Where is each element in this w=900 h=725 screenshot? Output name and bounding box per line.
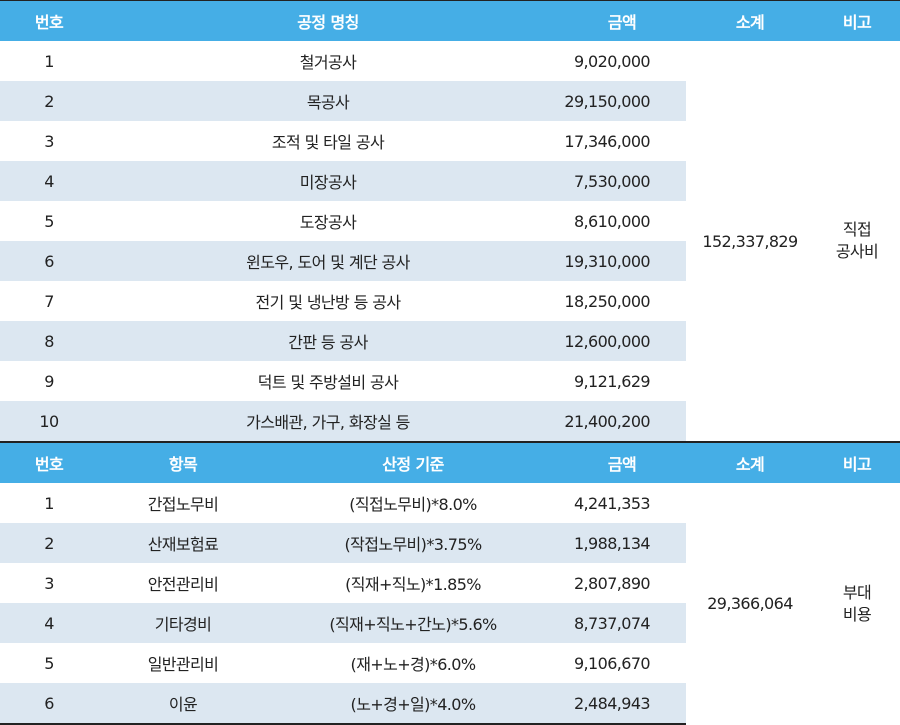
- cell-item: 안전관리비: [147, 575, 219, 594]
- subtotal-indirect: 29,366,064: [686, 483, 814, 724]
- cell-amount: 19,310,000: [558, 241, 686, 281]
- cell-basis: (직접노무비)*8.0%: [349, 495, 477, 514]
- cell-no: 3: [44, 573, 54, 593]
- header-basis: 산정 기준: [268, 442, 558, 483]
- cell-item: 산재보험료: [98, 523, 268, 563]
- note-line-1: 직접: [842, 220, 872, 239]
- table-row: 5 도장공사 8,610,000: [0, 201, 900, 241]
- cell-amount: 8,737,074: [558, 603, 686, 643]
- table-row: 9 덕트 및 주방설비 공사 9,121,629: [0, 361, 900, 401]
- cell-no: 4: [0, 161, 98, 201]
- cell-item: 기타경비: [98, 603, 268, 643]
- table-row: 3 안전관리비 (직재+직노)*1.85% 2,807,890: [0, 563, 900, 603]
- header-subtotal: 소계: [686, 442, 814, 483]
- cell-amount: 2,484,943: [558, 683, 686, 725]
- cell-item: 이윤: [98, 683, 268, 725]
- cell-amount: 29,150,000: [558, 81, 686, 121]
- cell-name: 철거공사: [299, 53, 357, 72]
- cell-name: 덕트 및 주방설비 공사: [257, 373, 399, 392]
- direct-cost-table: 번호 공정 명칭 금액 소계 비고 1 철거공사 9,020,000 152,3…: [0, 0, 900, 441]
- cell-name: 가스배관, 가구, 화장실 등: [98, 401, 558, 441]
- cell-name: 목공사: [98, 81, 558, 121]
- table-row: 3 조적 및 타일 공사 17,346,000: [0, 121, 900, 161]
- table-row: 10 가스배관, 가구, 화장실 등 21,400,200: [0, 401, 900, 441]
- cell-item: 일반관리비: [147, 655, 219, 674]
- cell-amount: 21,400,200: [558, 401, 686, 441]
- cell-no: 2: [0, 523, 98, 563]
- table-row: 5 일반관리비 (재+노+경)*6.0% 9,106,670: [0, 643, 900, 683]
- table-row: 7 전기 및 냉난방 등 공사 18,250,000: [0, 281, 900, 321]
- table-row: 1 간접노무비 (직접노무비)*8.0% 4,241,353 29,366,06…: [0, 483, 900, 724]
- cell-basis: (노+경+일)*4.0%: [268, 683, 558, 725]
- note-line-2: 비용: [842, 604, 872, 624]
- cell-no: 7: [44, 291, 54, 311]
- cell-amount: 7,530,000: [558, 161, 686, 201]
- cell-name: 미장공사: [98, 161, 558, 201]
- cell-no: 1: [44, 493, 54, 513]
- cell-no: 1: [44, 51, 54, 71]
- header-note: 비고: [814, 0, 900, 41]
- cell-amount: 9,121,629: [573, 371, 651, 391]
- cell-name: 윈도우, 도어 및 계단 공사: [98, 241, 558, 281]
- table-row: 2 산재보험료 (작접노무비)*3.75% 1,988,134: [0, 523, 900, 563]
- table-row: 8 간판 등 공사 12,600,000: [0, 321, 900, 361]
- header-subtotal: 소계: [686, 0, 814, 41]
- cell-amount: 8,610,000: [573, 211, 651, 231]
- cell-name: 전기 및 냉난방 등 공사: [255, 293, 401, 312]
- header-no: 번호: [0, 0, 98, 41]
- header-note: 비고: [814, 442, 900, 483]
- table-row: 6 윈도우, 도어 및 계단 공사 19,310,000: [0, 241, 900, 281]
- cell-amount: 2,807,890: [573, 573, 651, 593]
- cell-amount: 12,600,000: [558, 321, 686, 361]
- cell-amount: 9,106,670: [573, 653, 651, 673]
- cell-amount: 1,988,134: [558, 523, 686, 563]
- cell-no: 2: [0, 81, 98, 121]
- cell-amount: 17,346,000: [564, 131, 650, 151]
- note-line-2: 공사비: [835, 242, 879, 261]
- header-item: 항목: [98, 442, 268, 483]
- table-row: 4 미장공사 7,530,000: [0, 161, 900, 201]
- cell-basis: (재+노+경)*6.0%: [350, 655, 477, 674]
- cell-basis: (직재+직노)*1.85%: [345, 575, 481, 594]
- header-no: 번호: [0, 442, 98, 483]
- cell-no: 5: [44, 211, 54, 231]
- cell-no: 9: [44, 371, 54, 391]
- cell-no: 10: [0, 401, 98, 441]
- cell-amount: 9,020,000: [573, 51, 651, 71]
- header-amount: 금액: [558, 0, 686, 41]
- table-header-row: 번호 항목 산정 기준 금액 소계 비고: [0, 442, 900, 483]
- cell-name: 조적 및 타일 공사: [271, 133, 385, 152]
- cell-no: 5: [44, 653, 54, 673]
- cell-name: 도장공사: [299, 213, 357, 232]
- table-row: 6 이윤 (노+경+일)*4.0% 2,484,943: [0, 683, 900, 725]
- note-indirect: 부대 비용: [814, 483, 900, 724]
- cell-amount: 18,250,000: [564, 291, 650, 311]
- subtotal-direct: 152,337,829: [686, 41, 814, 441]
- cell-basis: (직재+직노+간노)*5.6%: [268, 603, 558, 643]
- header-amount: 금액: [558, 442, 686, 483]
- cell-name: 간판 등 공사: [98, 321, 558, 361]
- cell-basis: (작접노무비)*3.75%: [268, 523, 558, 563]
- table-row: 2 목공사 29,150,000: [0, 81, 900, 121]
- cell-no: 8: [0, 321, 98, 361]
- note-line-1: 부대: [842, 582, 872, 602]
- cell-no: 3: [44, 131, 54, 151]
- cell-item: 간접노무비: [147, 495, 219, 514]
- cell-no: 6: [0, 241, 98, 281]
- indirect-cost-table: 번호 항목 산정 기준 금액 소계 비고 1 간접노무비 (직접노무비)*8.0…: [0, 441, 900, 725]
- table-row: 4 기타경비 (직재+직노+간노)*5.6% 8,737,074: [0, 603, 900, 643]
- cell-no: 6: [0, 683, 98, 725]
- cell-no: 4: [0, 603, 98, 643]
- table-header-row: 번호 공정 명칭 금액 소계 비고: [0, 0, 900, 41]
- header-process-name: 공정 명칭: [98, 0, 558, 41]
- cell-amount: 4,241,353: [573, 493, 651, 513]
